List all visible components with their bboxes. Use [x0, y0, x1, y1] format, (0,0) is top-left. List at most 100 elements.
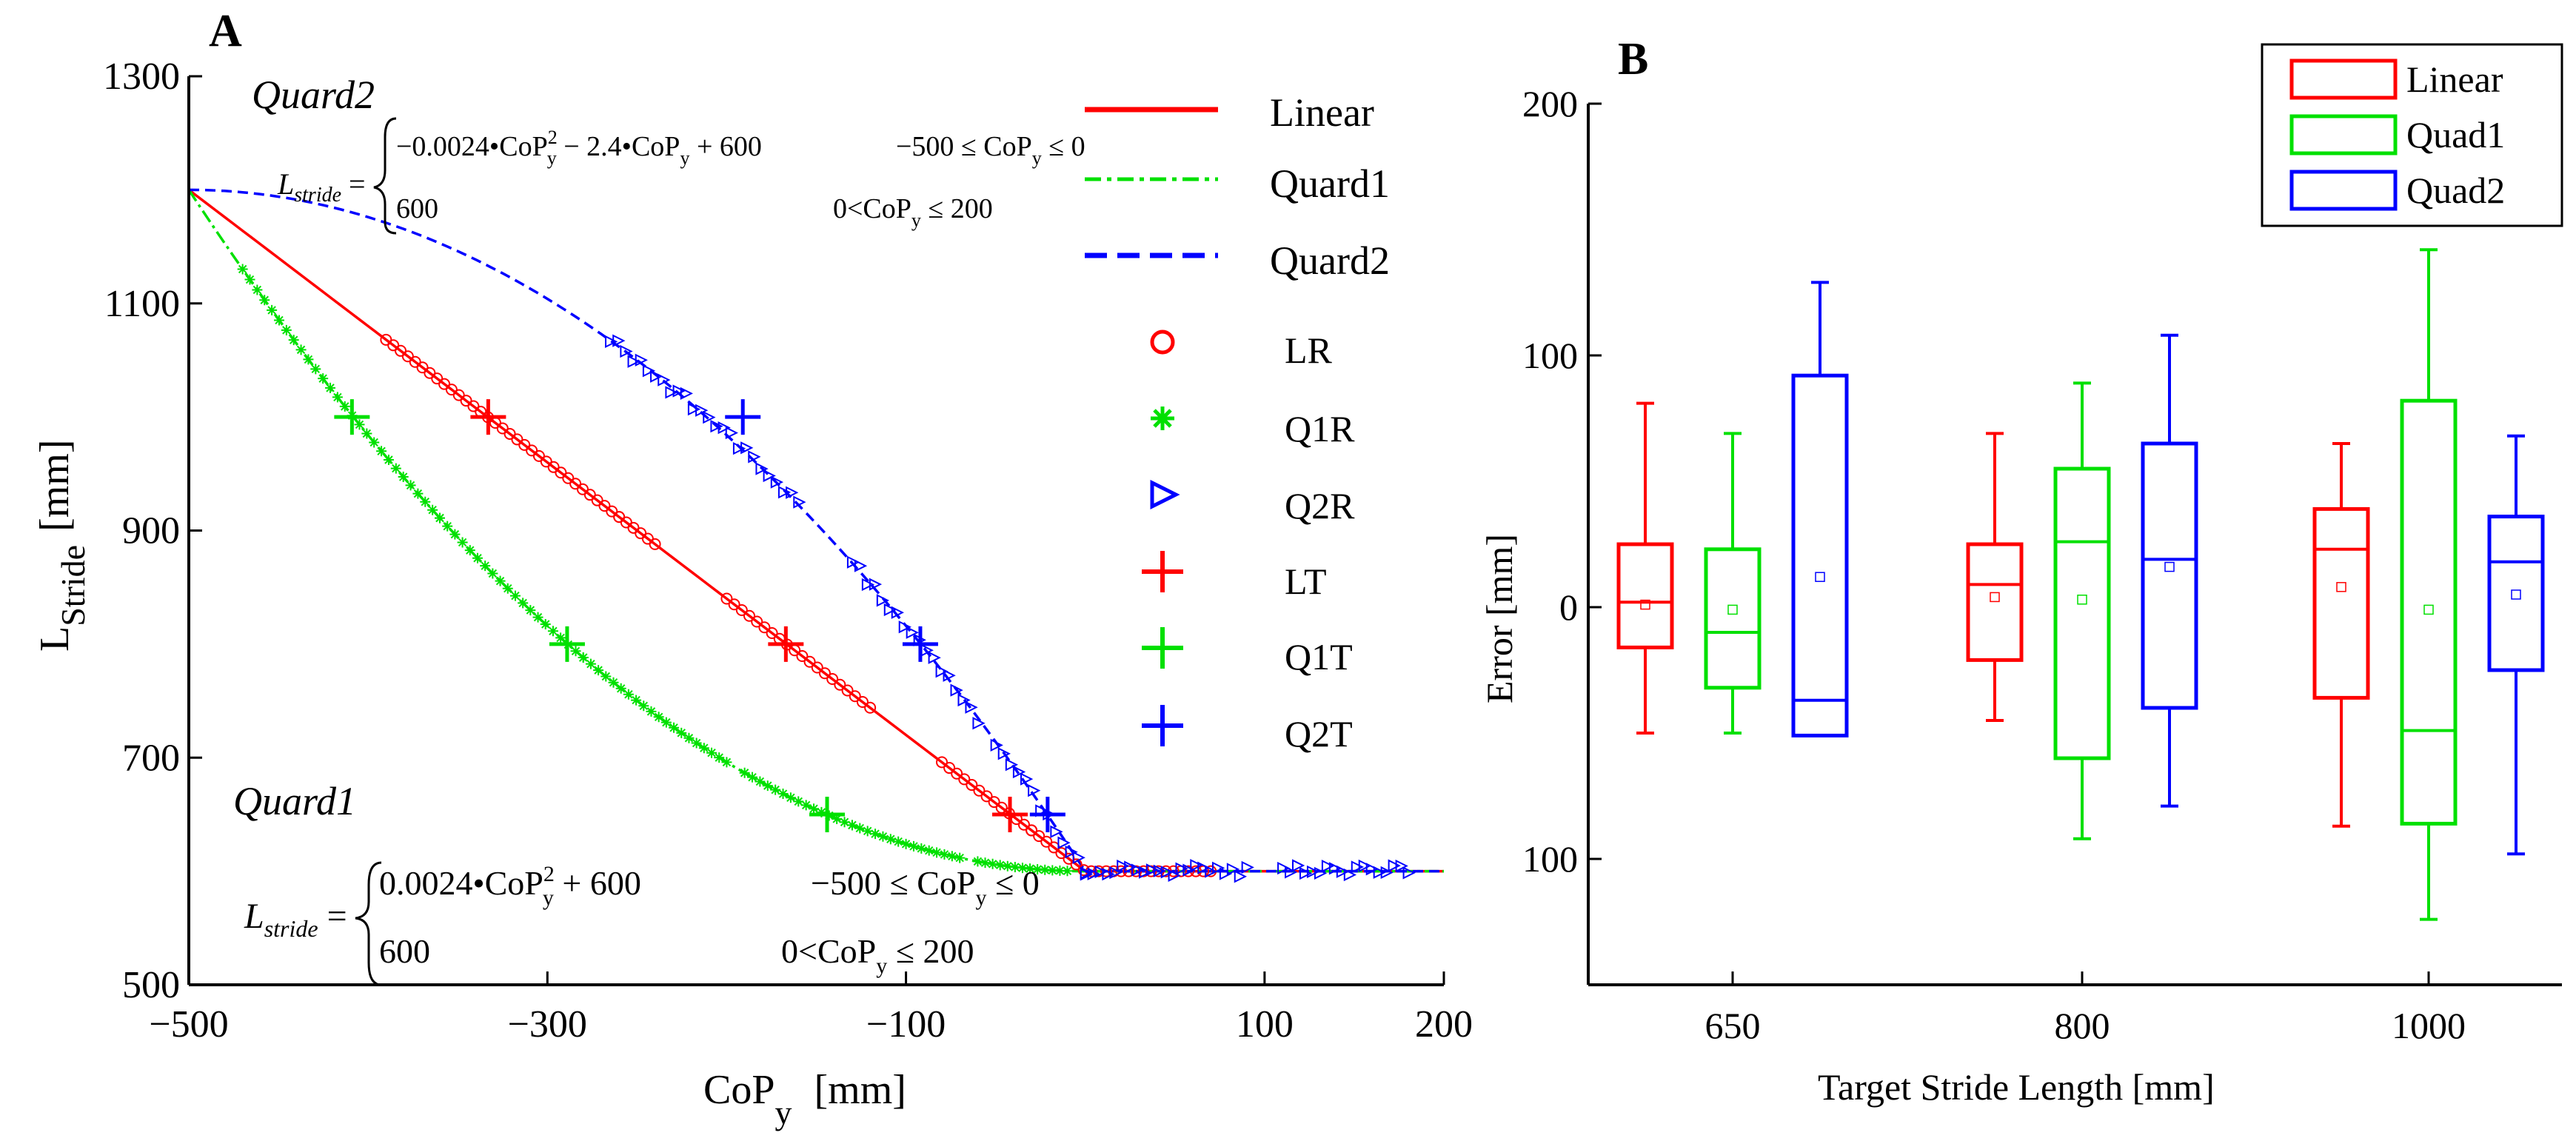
marker-q1r: [809, 803, 820, 814]
marker-lr: [735, 604, 748, 617]
marker-q1r: [325, 382, 336, 393]
marker-q2r: [1190, 859, 1203, 872]
panel-a-x-tick-label: −500: [149, 1003, 228, 1046]
legend-swatch-lr: [1150, 330, 1175, 355]
marker-lr: [849, 690, 861, 703]
marker-q2r: [943, 669, 956, 682]
box-mean: [2336, 582, 2346, 592]
marker-q2r: [710, 420, 723, 433]
marker-q1r: [1032, 864, 1043, 875]
target-q2t: [725, 399, 761, 435]
marker-lr: [973, 784, 986, 797]
marker-q2r: [665, 386, 678, 399]
target-q1t: [549, 626, 585, 662]
marker-lr: [649, 538, 661, 550]
marker-q1r: [706, 747, 717, 758]
marker-q1r: [570, 646, 581, 657]
marker-q2r: [748, 450, 761, 464]
marker-q1r: [540, 619, 551, 630]
quard1-title: Quard1: [233, 779, 356, 823]
marker-q2r: [957, 693, 971, 707]
legend-swatch-q2r: [1150, 479, 1180, 510]
marker-q1r: [683, 732, 695, 743]
marker-q2r: [1205, 865, 1218, 878]
panel-b-legend: Linear Quad1 Quad2: [2261, 43, 2563, 227]
marker-q2r: [1234, 870, 1247, 883]
marker-q1r: [923, 845, 934, 856]
marker-lr: [811, 661, 823, 674]
marker-q2r: [1314, 866, 1328, 880]
marker-q2r: [763, 469, 776, 483]
marker-q2r: [1124, 860, 1137, 874]
marker-q1r: [339, 401, 350, 412]
marker-q1r: [547, 626, 558, 637]
box-mean: [1815, 572, 1825, 582]
marker-q2r: [997, 747, 1011, 760]
marker-q2r: [928, 651, 941, 664]
marker-q1r: [252, 284, 263, 295]
marker-q1r: [980, 857, 991, 869]
panel-b-label: B: [1618, 34, 1648, 84]
marker-q1r: [721, 757, 732, 768]
quard2-lstride: Lstride =: [277, 167, 366, 207]
marker-q2r: [650, 369, 663, 383]
legend-label-lr: LR: [1285, 330, 1333, 371]
marker-q2r: [972, 717, 986, 730]
marker-q1r: [785, 792, 796, 803]
quard2-brace: [373, 117, 397, 235]
marker-lr: [864, 701, 877, 714]
marker-q2r: [1395, 859, 1408, 873]
marker-q1r: [369, 437, 380, 448]
marker-q1r: [638, 700, 649, 712]
marker-q2r: [1351, 860, 1365, 874]
box-iqr: [1704, 547, 1762, 690]
box-quad2-650: [1791, 281, 1849, 737]
marker-q2r: [1343, 868, 1357, 882]
legend-label-q1t: Q1T: [1285, 636, 1353, 678]
marker-q2r: [1219, 867, 1233, 880]
marker-q1r: [994, 860, 1006, 871]
marker-q1r: [376, 446, 387, 457]
marker-lr: [943, 762, 956, 775]
marker-q1r: [608, 677, 619, 688]
marker-q1r: [972, 856, 983, 867]
marker-q2r: [1057, 836, 1071, 849]
marker-lr: [796, 650, 809, 663]
marker-lr: [988, 796, 1000, 809]
marker-q1r: [405, 480, 416, 491]
marker-q1r: [1025, 863, 1036, 874]
target-q1t: [334, 399, 370, 435]
box-mean: [2511, 589, 2521, 600]
marker-q1r: [931, 847, 943, 858]
marker-q1r: [877, 831, 889, 842]
marker-q2r: [1080, 868, 1093, 881]
target-lt: [470, 399, 506, 435]
marker-q1r: [487, 568, 498, 579]
marker-q1r: [987, 858, 998, 869]
marker-q2r: [1380, 866, 1394, 879]
marker-q1r: [555, 632, 566, 643]
marker-q2r: [1109, 866, 1123, 880]
marker-q2r: [1117, 859, 1130, 873]
box-iqr: [1791, 373, 1849, 737]
box-mean: [1640, 599, 1650, 610]
marker-lr: [751, 615, 763, 628]
legend-label-q2r: Q2R: [1285, 485, 1355, 526]
marker-q1r: [318, 373, 329, 384]
marker-q1r: [1017, 863, 1028, 874]
legend-swatch-q2t: [1142, 705, 1183, 746]
marker-q2r: [687, 403, 701, 416]
marker-q2r: [1094, 865, 1108, 878]
marker-lr: [1070, 858, 1083, 871]
marker-q1r: [691, 737, 702, 749]
marker-q2r: [1145, 863, 1160, 877]
marker-q1r: [472, 552, 483, 563]
target-q2t: [1029, 796, 1065, 832]
marker-q1r: [908, 840, 919, 852]
quard1-cond1: −500 ≤ CoPy ≤ 0: [811, 864, 1040, 910]
marker-lr: [936, 756, 948, 769]
marker-q2r: [861, 578, 875, 592]
marker-lr: [766, 627, 778, 640]
panel-b-x-title: Target Stride Length [mm]: [1818, 1066, 2215, 1108]
